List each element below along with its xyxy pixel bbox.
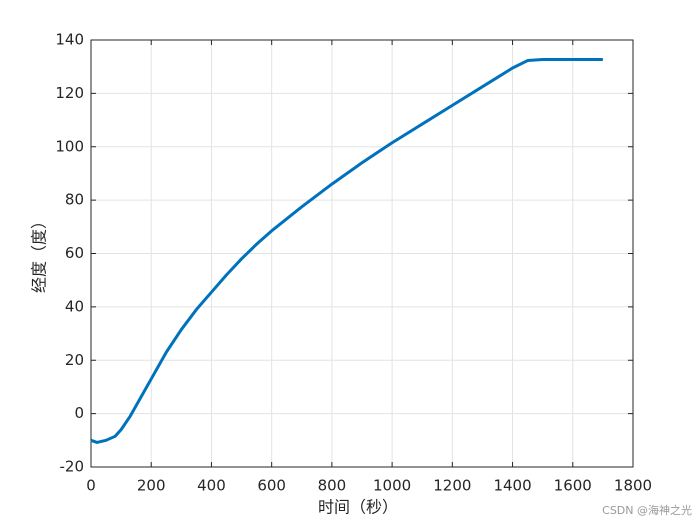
y-tick-label: 40 [65,297,84,315]
x-tick-label: 1800 [614,477,652,495]
axes-box [90,39,634,468]
y-tick-label: 140 [55,31,84,49]
x-axis-label: 时间（秒） [318,498,398,517]
y-axis-label: 经度（度） [30,213,49,293]
data-line [90,57,603,444]
y-tick-label: -20 [60,458,85,476]
watermark: CSDN @海神之光 [602,503,692,517]
x-tick-label: 600 [257,477,286,495]
x-tick-label: 400 [197,477,226,495]
x-tick-label: 1400 [493,477,531,495]
y-tick-label: 80 [65,191,84,209]
x-tick-label: 200 [137,477,166,495]
y-tick-label: 100 [55,137,84,155]
x-tick-label: 1200 [433,477,471,495]
y-tick-label: 120 [55,84,84,102]
y-tick-label: 20 [65,351,84,369]
x-tick-label: 0 [86,477,96,495]
x-tick-label: 800 [318,477,347,495]
x-tick-label: 1000 [373,477,411,495]
y-tick-label: 60 [65,244,84,262]
y-tick-label: 0 [74,404,84,422]
x-tick-label: 1600 [554,477,592,495]
